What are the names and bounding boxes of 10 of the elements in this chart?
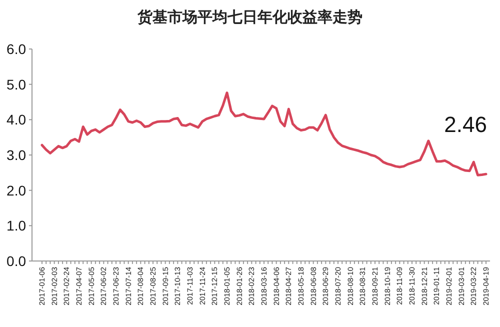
line-series: [40, 92, 488, 176]
y-tick-label: 3.0: [6, 147, 26, 163]
y-tick-label: 5.0: [6, 76, 26, 92]
y-tick-label: 4.0: [6, 112, 26, 128]
chart-title: 货基市场平均七日年化收益率走势: [136, 8, 362, 26]
y-tick-label: 1.0: [6, 218, 26, 234]
y-tick-label: 2.0: [6, 182, 26, 198]
y-tick-label: 6.0: [6, 41, 26, 57]
annotation: 2.46: [444, 112, 487, 138]
y-tick-label: 0.0: [6, 253, 26, 269]
